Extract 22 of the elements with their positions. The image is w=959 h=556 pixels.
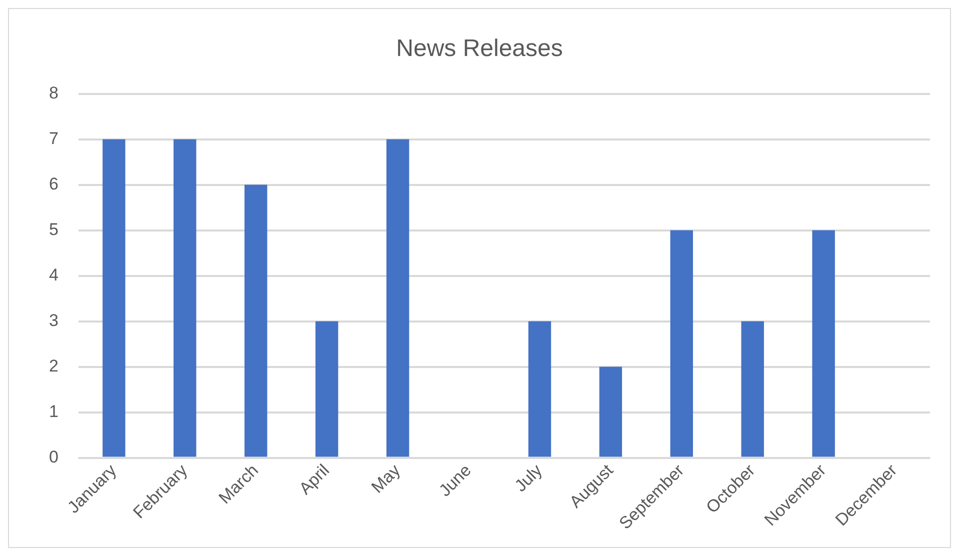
y-tick-label: 1 [48, 402, 58, 421]
bar [174, 139, 196, 457]
y-tick-label: 5 [48, 220, 58, 239]
bar [599, 366, 622, 457]
x-tick-label: May [368, 460, 404, 497]
y-tick-label: 0 [48, 447, 58, 466]
bar [528, 321, 552, 457]
y-tick-label: 2 [48, 356, 58, 376]
bar [102, 139, 126, 457]
y-tick-label: 4 [48, 265, 58, 284]
bar [244, 184, 268, 457]
y-tick-label: 3 [48, 310, 58, 330]
bar [315, 321, 338, 457]
x-tick-label: July [511, 460, 546, 496]
bar [670, 230, 693, 457]
bar [386, 139, 410, 457]
y-tick-label: 6 [48, 174, 58, 194]
y-tick-label: 7 [48, 128, 58, 148]
bar [741, 321, 764, 457]
bar [812, 230, 835, 457]
chart-title: News Releases [396, 35, 563, 62]
y-tick-label: 8 [48, 83, 58, 102]
